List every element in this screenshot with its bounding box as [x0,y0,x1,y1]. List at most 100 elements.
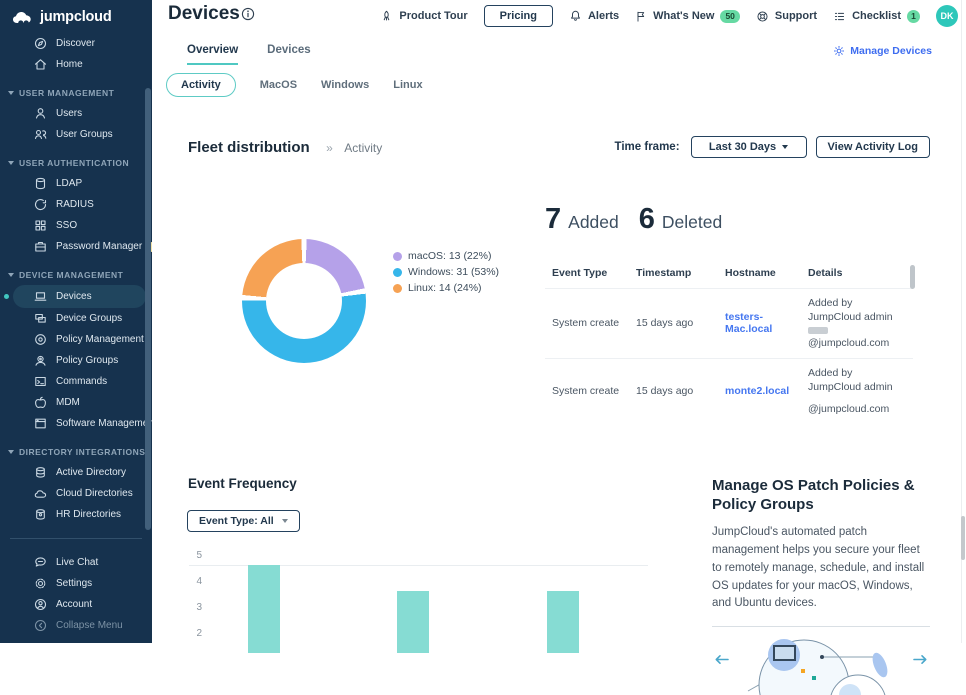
pricing-button[interactable]: Pricing [484,5,553,27]
timeframe-label: Time frame: [615,141,680,153]
jumpcloud-logo[interactable]: jumpcloud [0,0,152,33]
carousel-prev-arrow[interactable] [714,653,730,671]
deleted-count: 6 [639,203,655,236]
y-axis-tick: 3 [190,602,202,613]
sidebar-item-device-groups[interactable]: Device Groups [0,308,152,329]
gear-icon [833,45,845,57]
directory-sync-icon [34,466,47,479]
jumpcloud-cloud-icon [12,10,34,25]
sidebar-item-account[interactable]: Account [0,594,152,615]
sidebar-item-policy-groups[interactable]: Policy Groups [0,350,152,371]
added-count: 7 [545,203,561,236]
sidebar-item-devices[interactable]: Devices [13,285,146,308]
alerts-button[interactable]: Alerts [569,9,619,23]
section-user-authentication[interactable]: USER AUTHENTICATION [0,152,152,173]
sidebar-item-commands[interactable]: Commands [0,371,152,392]
sidebar-item-cloud-directories[interactable]: Cloud Directories [0,483,152,504]
support-button[interactable]: Support [756,10,817,23]
tab-overview[interactable]: Overview [187,44,238,65]
checklist-count-badge: 1 [907,10,920,23]
bar [397,591,429,653]
sidebar: jumpcloud Discover Home USER MANAGEMENT … [0,0,152,643]
y-axis-tick: 4 [190,576,202,587]
added-label: Added [568,212,619,233]
page-scrollbar-thumb[interactable] [961,516,965,560]
account-icon [34,598,47,611]
product-tour-button[interactable]: Product Tour [380,10,467,23]
caret-down-icon [282,519,288,523]
section-device-management[interactable]: DEVICE MANAGEMENT [0,264,152,285]
whats-new-button[interactable]: What's New 50 [635,10,740,23]
legend-item: Windows: 31 (53%) [393,266,499,278]
section-directory-integrations[interactable]: DIRECTORY INTEGRATIONS [0,441,152,462]
sidebar-item-hr-directories[interactable]: HR Directories [0,504,152,525]
rocket-icon [380,10,393,23]
donut-legend: macOS: 13 (22%) Windows: 31 (53%) Linux: 1… [393,250,499,298]
info-icon[interactable] [241,7,255,26]
database-icon [34,177,47,190]
pill-linux[interactable]: Linux [393,74,422,96]
sidebar-item-mdm[interactable]: MDM [0,392,152,413]
sidebar-item-users[interactable]: Users [0,103,152,124]
hostname-link[interactable]: testers-Mac.local [725,311,808,335]
avatar[interactable]: DK [936,5,958,27]
sidebar-item-ldap[interactable]: LDAP [0,173,152,194]
gear-icon [34,577,47,590]
sidebar-item-collapse-menu[interactable]: Collapse Menu [0,615,152,636]
legend-label: macOS: 13 (22%) [408,250,491,262]
patch-policy-illustration [746,633,896,695]
view-activity-log-button[interactable]: View Activity Log [816,136,930,158]
breadcrumb-separator: » [326,141,333,155]
sidebar-item-password-manager[interactable]: Password Manager NEW [0,236,152,257]
bar [547,591,579,653]
sidebar-scrollbar[interactable] [145,88,151,530]
user-icon [34,107,47,120]
sidebar-item-user-groups[interactable]: User Groups [0,124,152,145]
legend-label: Linux: 14 (24%) [408,282,482,294]
sidebar-item-sso[interactable]: SSO [0,215,152,236]
legend-label: Windows: 31 (53%) [408,266,499,278]
pill-macos[interactable]: MacOS [260,74,297,96]
laptop-icon [34,290,47,303]
sidebar-item-radius[interactable]: RADIUS [0,194,152,215]
lifebuoy-icon [756,10,769,23]
legend-item: macOS: 13 (22%) [393,250,499,262]
sidebar-item-home[interactable]: Home [0,54,152,75]
event-type-dropdown[interactable]: Event Type: All [187,510,300,532]
sidebar-item-discover[interactable]: Discover [0,33,152,54]
sidebar-item-active-directory[interactable]: Active Directory [0,462,152,483]
users-icon [34,128,47,141]
sidebar-item-software-management[interactable]: Software Management [0,413,152,434]
breadcrumb: Activity [344,141,382,155]
manage-devices-link[interactable]: Manage Devices [833,45,932,57]
section-title-fleet-distribution: Fleet distribution [188,139,310,156]
checklist-button[interactable]: Checklist 1 [833,10,920,23]
table-row: System create 15 days ago monte2.local A… [545,358,913,424]
pill-windows[interactable]: Windows [321,74,369,96]
section-user-management[interactable]: USER MANAGEMENT [0,82,152,103]
sidebar-item-policy-management[interactable]: Policy Management NEW [0,329,152,350]
tab-devices[interactable]: Devices [267,44,310,65]
pill-activity[interactable]: Activity [166,73,236,97]
os-filter-pills: Activity MacOS Windows Linux [166,73,423,97]
table-scrollbar[interactable] [910,265,915,289]
whats-new-count-badge: 50 [720,10,739,23]
chat-bubble-icon [34,556,47,569]
target-icon [34,333,47,346]
legend-dot [393,284,402,293]
table-header: Event Type Timestamp Hostname Details [545,261,913,288]
legend-dot [393,268,402,277]
panel-heading: Manage OS Patch Policies & Policy Groups [712,476,930,514]
sidebar-item-settings[interactable]: Settings [0,573,152,594]
panel-carousel [712,633,930,695]
timeframe-dropdown[interactable]: Last 30 Days [691,136,807,158]
legend-item: Linux: 14 (24%) [393,282,499,294]
sidebar-item-live-chat[interactable]: Live Chat [0,552,152,573]
chevron-down-icon [8,450,14,454]
app-window-icon [34,417,47,430]
panel-body-text: JumpCloud's automated patch management h… [712,524,930,613]
carousel-next-arrow[interactable] [912,653,928,671]
bell-icon [569,9,582,23]
hostname-link[interactable]: monte2.local [725,385,808,397]
logo-text: jumpcloud [40,9,112,25]
